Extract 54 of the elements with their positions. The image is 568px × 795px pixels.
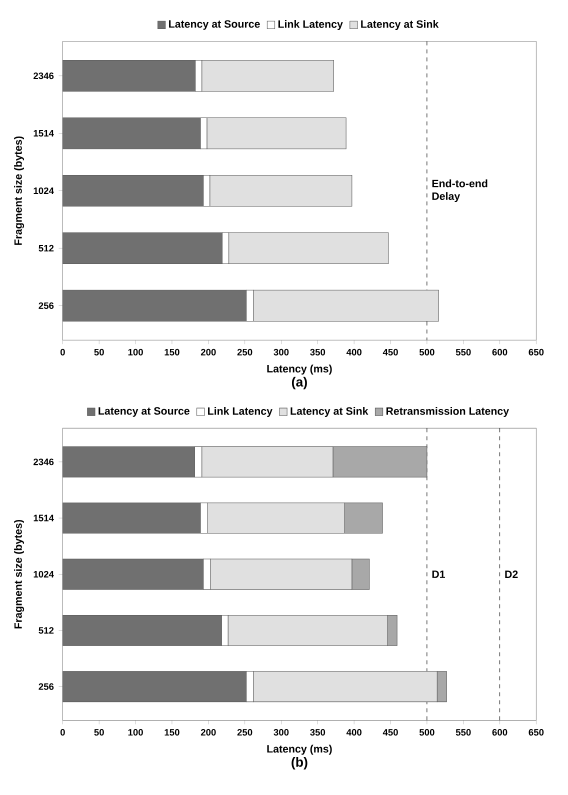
x-tick-label: 150 bbox=[164, 729, 180, 736]
x-tick-label: 650 bbox=[528, 729, 544, 736]
x-tick-label: 100 bbox=[128, 729, 143, 736]
legend-label: Latency at Source bbox=[168, 20, 260, 30]
x-tick-label: 200 bbox=[200, 348, 216, 356]
ref-line-label: D2 bbox=[505, 570, 518, 578]
x-tick-label: 350 bbox=[310, 348, 325, 356]
text: (a) bbox=[292, 376, 307, 390]
x-tick-label: 200 bbox=[200, 729, 216, 736]
ref-line-label: D1 bbox=[432, 570, 445, 578]
legend-label: Latency at Sink bbox=[361, 20, 439, 30]
y-tick-label: 512 bbox=[38, 627, 54, 634]
x-tick-label: 50 bbox=[94, 729, 104, 736]
y-tick-label: 1024 bbox=[34, 570, 54, 578]
y-tick-label: 2346 bbox=[33, 72, 54, 80]
text: (b) bbox=[292, 757, 308, 770]
x-tick-label: 400 bbox=[346, 348, 362, 356]
y-tick-label: 2346 bbox=[33, 458, 54, 466]
y-axis-title: Fragment size (bytes) bbox=[14, 136, 24, 245]
x-tick-label: 300 bbox=[274, 729, 289, 736]
legend-label: Link Latency bbox=[208, 406, 272, 417]
legend-label: Link Latency bbox=[278, 20, 343, 30]
x-axis-title: Latency (ms) bbox=[267, 364, 332, 375]
x-tick-label: 50 bbox=[94, 348, 104, 356]
x-tick-label: 600 bbox=[492, 729, 508, 736]
x-tick-label: 500 bbox=[419, 729, 434, 736]
x-tick-label: 0 bbox=[60, 348, 65, 356]
x-tick-label: 400 bbox=[346, 729, 362, 736]
x-tick-label: 500 bbox=[419, 348, 434, 356]
x-tick-label: 600 bbox=[492, 348, 508, 356]
x-tick-label: 550 bbox=[456, 348, 471, 356]
y-tick-label: 1514 bbox=[34, 514, 54, 522]
x-tick-label: 250 bbox=[237, 729, 252, 736]
y-tick-label: 1514 bbox=[34, 130, 54, 137]
x-tick-label: 450 bbox=[382, 348, 398, 356]
x-tick-label: 100 bbox=[128, 348, 143, 356]
x-tick-label: 650 bbox=[528, 348, 544, 356]
x-tick-label: 250 bbox=[237, 348, 252, 356]
y-tick-label: 512 bbox=[38, 244, 54, 252]
ref-line-label: End-to-end Delay bbox=[432, 179, 488, 202]
x-tick-label: 350 bbox=[310, 729, 325, 736]
x-tick-label: 300 bbox=[274, 348, 289, 356]
y-tick-label: 256 bbox=[38, 302, 54, 309]
legend-label: Latency at Source bbox=[98, 407, 190, 417]
x-tick-label: 0 bbox=[60, 729, 65, 736]
y-axis-title: Fragment size (bytes) bbox=[14, 520, 24, 628]
y-tick-label: 256 bbox=[38, 683, 54, 690]
x-tick-label: 550 bbox=[456, 729, 471, 736]
y-tick-label: 1024 bbox=[34, 187, 54, 194]
x-tick-label: 450 bbox=[382, 729, 398, 736]
x-tick-label: 150 bbox=[164, 348, 180, 356]
legend-label: Retransmission Latency bbox=[386, 406, 509, 417]
x-axis-title: Latency (ms) bbox=[267, 744, 332, 755]
legend-label: Latency at Sink bbox=[290, 406, 368, 417]
